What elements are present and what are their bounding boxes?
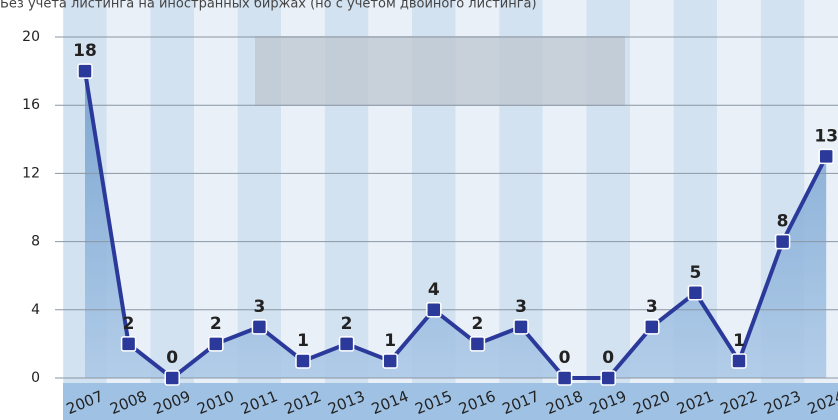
- value-label: 2: [210, 314, 222, 334]
- marker: [209, 337, 223, 351]
- marker: [165, 371, 179, 385]
- marker: [645, 320, 659, 334]
- subtitle: Без учета листинга на иностранных биржах…: [0, 0, 537, 12]
- marker: [383, 354, 397, 368]
- value-label: 2: [341, 314, 353, 334]
- value-label: 18: [73, 41, 97, 61]
- marker: [776, 235, 790, 249]
- value-label: 2: [123, 314, 135, 334]
- marker: [558, 371, 572, 385]
- y-tick-label: 12: [22, 165, 40, 181]
- value-label: 8: [777, 212, 789, 232]
- value-label: 1: [297, 331, 309, 351]
- marker: [819, 149, 833, 163]
- value-label: 1: [733, 331, 745, 351]
- marker: [78, 64, 92, 78]
- value-label: 3: [515, 297, 527, 317]
- marker: [688, 286, 702, 300]
- marker: [470, 337, 484, 351]
- value-label: 0: [602, 348, 614, 368]
- decor-window: [255, 36, 625, 106]
- y-tick-label: 4: [31, 302, 40, 318]
- value-label: 3: [253, 297, 265, 317]
- value-label: 2: [471, 314, 483, 334]
- marker: [252, 320, 266, 334]
- y-tick-label: 8: [31, 234, 40, 250]
- marker: [732, 354, 746, 368]
- y-tick-label: 0: [31, 370, 40, 386]
- marker: [514, 320, 528, 334]
- value-label: 3: [646, 297, 658, 317]
- y-tick-label: 16: [22, 97, 40, 113]
- value-label: 1: [384, 331, 396, 351]
- chart: Без учета листинга на иностранных биржах…: [0, 0, 838, 420]
- value-label: 5: [689, 263, 701, 283]
- y-tick-label: 20: [22, 29, 40, 45]
- marker: [340, 337, 354, 351]
- marker: [427, 303, 441, 317]
- marker: [296, 354, 310, 368]
- value-label: 0: [559, 348, 571, 368]
- marker: [601, 371, 615, 385]
- marker: [122, 337, 136, 351]
- value-label: 13: [814, 126, 838, 146]
- value-label: 4: [428, 280, 440, 300]
- value-label: 0: [166, 348, 178, 368]
